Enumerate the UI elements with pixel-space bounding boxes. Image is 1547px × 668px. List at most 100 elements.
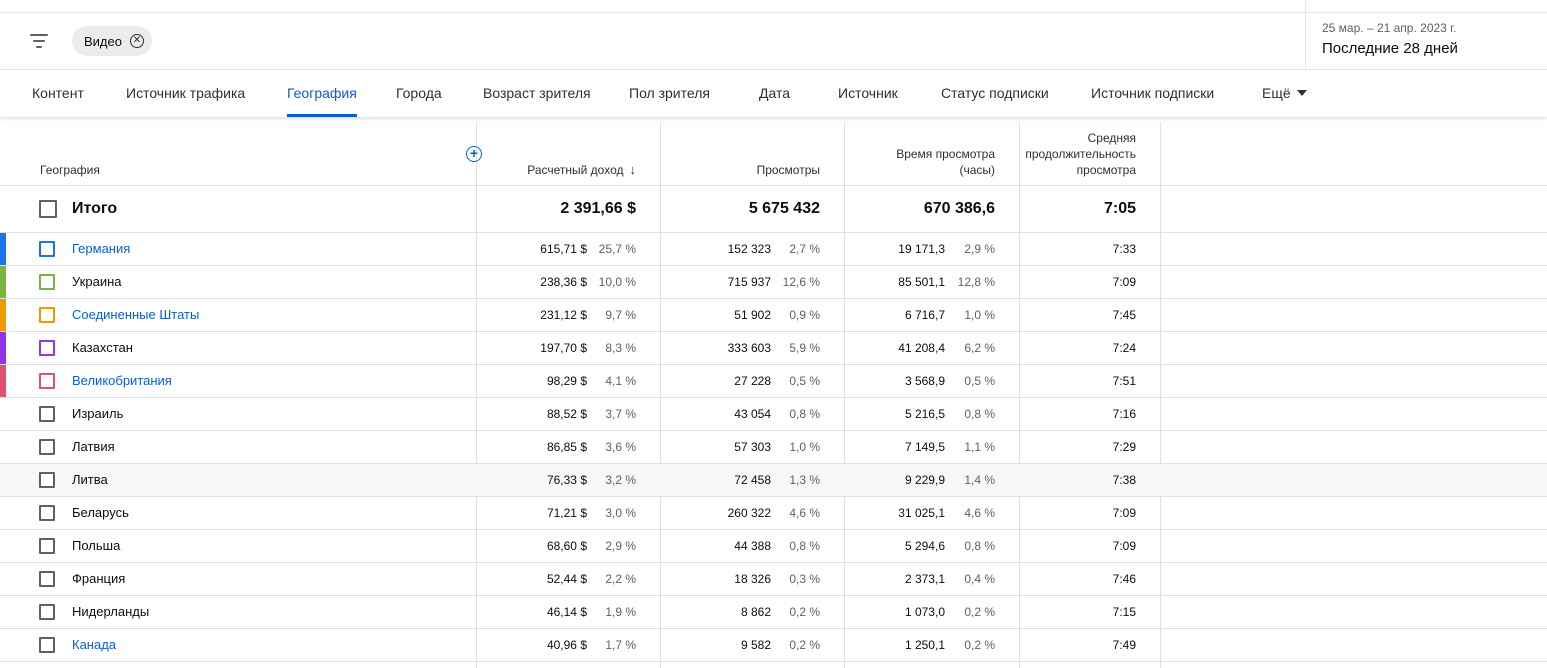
column-header-geography[interactable]: География	[40, 163, 100, 177]
tab-label: Статус подписки	[941, 85, 1049, 101]
watch-time-percent: 6,2 %	[964, 341, 995, 355]
top-divider	[0, 0, 1547, 13]
watch-time-percent: 12,8 %	[957, 275, 995, 289]
views-percent: 0,9 %	[789, 308, 820, 322]
row-checkbox[interactable]	[39, 472, 55, 488]
tab-item[interactable]: Источник подписки	[1091, 70, 1214, 117]
row-checkbox[interactable]	[39, 571, 55, 587]
column-header-revenue[interactable]: Расчетный доход ↓	[527, 162, 636, 178]
table-row[interactable]: Литва 76,33 $ 3,2 % 72 458 1,3 % 9 229,9 1,4 %…	[0, 464, 1547, 497]
table-row[interactable]: Украина 238,36 $ 10,0 % 715 937 12,6 % 85 501…	[0, 266, 1547, 299]
avg-duration-value: 7:38	[1112, 473, 1136, 487]
watch-time-value: 6 716,7	[904, 308, 945, 322]
revenue-value: 231,12 $	[540, 308, 587, 322]
caret-down-icon	[1296, 90, 1307, 96]
views-percent: 1,3 %	[789, 473, 820, 487]
avg-duration-header-line2: продолжительность	[1025, 147, 1136, 161]
row-checkbox[interactable]	[39, 538, 55, 554]
country-name: Израиль	[72, 406, 124, 421]
revenue-percent: 3,0 %	[605, 506, 636, 520]
row-checkbox[interactable]	[39, 604, 55, 620]
revenue-value: 98,29 $	[546, 374, 587, 388]
column-header-revenue-label: Расчетный доход	[527, 163, 624, 177]
table-row[interactable]: Германия 615,71 $ 25,7 % 152 323 2,7 % 19 171…	[0, 233, 1547, 266]
revenue-percent: 25,7 %	[598, 242, 636, 256]
column-divider	[844, 122, 845, 668]
row-checkbox[interactable]	[39, 637, 55, 653]
tab-label: Города	[396, 85, 442, 101]
filter-icon[interactable]	[30, 30, 56, 52]
avg-duration-value: 7:16	[1112, 407, 1136, 421]
row-checkbox[interactable]	[39, 340, 55, 356]
tab-item[interactable]: Источник трафика	[126, 70, 245, 117]
table-row[interactable]: Латвия 86,85 $ 3,6 % 57 303 1,0 % 7 149,5 1,1 …	[0, 431, 1547, 464]
row-checkbox[interactable]	[39, 505, 55, 521]
country-name: Казахстан	[72, 340, 133, 355]
watch-time-percent: 0,2 %	[964, 638, 995, 652]
revenue-percent: 10,0 %	[598, 275, 636, 289]
add-column-icon[interactable]: +	[466, 146, 482, 162]
row-checkbox[interactable]	[39, 241, 55, 257]
avg-duration-value: 7:46	[1112, 572, 1136, 586]
filter-chip-video[interactable]: Видео ✕	[72, 26, 152, 56]
tab-item[interactable]: Пол зрителя	[629, 70, 710, 117]
table-row[interactable]: Беларусь 71,21 $ 3,0 % 260 322 4,6 % 31 025,1…	[0, 497, 1547, 530]
table-row[interactable]: Нидерланды 46,14 $ 1,9 % 8 862 0,2 % 1 073,0 0…	[0, 596, 1547, 629]
tab-item[interactable]: Возраст зрителя	[483, 70, 591, 117]
column-header-views[interactable]: Просмотры	[756, 163, 820, 177]
table-row[interactable]: Франция 52,44 $ 2,2 % 18 326 0,3 % 2 373,1 0,4…	[0, 563, 1547, 596]
views-percent: 0,3 %	[789, 572, 820, 586]
tab-item[interactable]: География	[287, 70, 357, 117]
row-checkbox[interactable]	[39, 274, 55, 290]
tab-item[interactable]: Статус подписки	[941, 70, 1049, 117]
tab-item[interactable]: Источник	[838, 70, 898, 117]
views-value: 715 937	[727, 275, 771, 289]
row-checkbox[interactable]	[39, 373, 55, 389]
views-value: 57 303	[734, 440, 771, 454]
watch-time-percent: 4,6 %	[964, 506, 995, 520]
total-revenue: 2 391,66 $	[560, 200, 636, 217]
table-row[interactable]: Соединенные Штаты 231,12 $ 9,7 % 51 902 0,9 …	[0, 299, 1547, 332]
tab-item[interactable]: Города	[396, 70, 442, 117]
watch-time-value: 3 568,9	[904, 374, 945, 388]
filter-chip-label: Видео	[84, 33, 122, 49]
column-divider	[660, 122, 661, 668]
country-name: Беларусь	[72, 505, 129, 520]
select-all-checkbox[interactable]	[39, 200, 57, 218]
close-icon[interactable]: ✕	[129, 34, 144, 48]
tab-item[interactable]: Контент	[32, 70, 84, 117]
revenue-percent: 2,9 %	[605, 539, 636, 553]
series-color-bar	[0, 299, 6, 331]
series-color-bar	[0, 233, 6, 265]
views-value: 9 582	[740, 638, 771, 652]
tab-item[interactable]: Дата	[759, 70, 790, 117]
sort-arrow-down-icon[interactable]: ↓	[629, 162, 637, 177]
country-name[interactable]: Великобритания	[72, 373, 172, 388]
table-row[interactable]: Великобритания 98,29 $ 4,1 % 27 228 0,5 % 3 5…	[0, 365, 1547, 398]
row-checkbox[interactable]	[39, 439, 55, 455]
column-header-avg-duration[interactable]: Средняя продолжительность просмотра	[1025, 130, 1136, 178]
tab-item[interactable]: Ещё	[1262, 70, 1307, 117]
avg-duration-value: 7:15	[1112, 605, 1136, 619]
table-row[interactable]: Казахстан 197,70 $ 8,3 % 333 603 5,9 % 41 208…	[0, 332, 1547, 365]
row-checkbox[interactable]	[39, 307, 55, 323]
totals-row: Итого 2 391,66 $ 5 675 432 670 386,6 7:0…	[0, 186, 1547, 233]
views-value: 152 323	[727, 242, 771, 256]
table-row[interactable]: Канада 40,96 $ 1,7 % 9 582 0,2 % 1 250,1 0,2 %…	[0, 629, 1547, 662]
watch-time-value: 1 250,1	[904, 638, 945, 652]
date-range-picker[interactable]: 25 мар. – 21 апр. 2023 г. Последние 28 д…	[1305, 1, 1458, 70]
views-value: 260 322	[727, 506, 771, 520]
revenue-percent: 1,7 %	[605, 638, 636, 652]
series-color-bar	[0, 266, 6, 298]
row-checkbox[interactable]	[39, 406, 55, 422]
country-name[interactable]: Соединенные Штаты	[72, 307, 200, 322]
country-name[interactable]: Канада	[72, 637, 117, 652]
avg-duration-value: 7:09	[1112, 539, 1136, 553]
country-name[interactable]: Германия	[72, 241, 131, 256]
column-header-watch-time[interactable]: Время просмотра (часы)	[896, 146, 995, 178]
tab-label: Ещё	[1262, 85, 1291, 101]
table-row[interactable]: Польша 68,60 $ 2,9 % 44 388 0,8 % 5 294,6 0,8 …	[0, 530, 1547, 563]
watch-time-header-line2: (часы)	[959, 163, 995, 177]
table-row[interactable]: Израиль 88,52 $ 3,7 % 43 054 0,8 % 5 216,5 0,8…	[0, 398, 1547, 431]
tab-label: Источник	[838, 85, 898, 101]
